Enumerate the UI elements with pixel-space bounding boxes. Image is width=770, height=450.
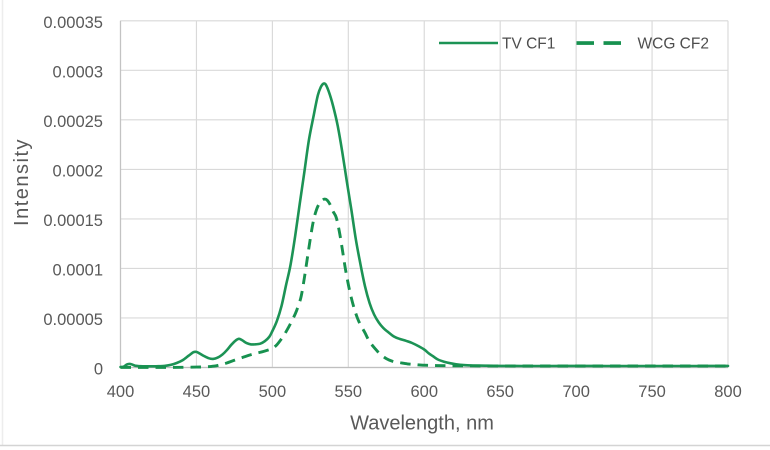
svg-text:TV CF1: TV CF1 xyxy=(502,36,555,53)
svg-text:550: 550 xyxy=(335,383,363,401)
svg-text:Intensity: Intensity xyxy=(11,138,33,226)
svg-text:650: 650 xyxy=(486,383,514,401)
svg-text:500: 500 xyxy=(259,383,287,401)
svg-text:Wavelength, nm: Wavelength, nm xyxy=(350,413,494,435)
svg-text:0.0003: 0.0003 xyxy=(53,64,103,82)
svg-text:700: 700 xyxy=(562,383,590,401)
svg-text:0: 0 xyxy=(94,361,103,379)
svg-text:WCG CF2: WCG CF2 xyxy=(638,36,709,53)
svg-text:400: 400 xyxy=(107,383,135,401)
svg-text:750: 750 xyxy=(638,383,666,401)
svg-text:0.00005: 0.00005 xyxy=(43,311,103,329)
svg-text:600: 600 xyxy=(410,383,438,401)
svg-text:800: 800 xyxy=(714,383,742,401)
svg-text:450: 450 xyxy=(183,383,211,401)
svg-text:0.00035: 0.00035 xyxy=(43,14,103,32)
svg-text:0.0002: 0.0002 xyxy=(53,163,103,181)
svg-text:0.00025: 0.00025 xyxy=(43,113,103,131)
svg-text:0.0001: 0.0001 xyxy=(53,262,103,280)
svg-text:0.00015: 0.00015 xyxy=(43,212,103,230)
